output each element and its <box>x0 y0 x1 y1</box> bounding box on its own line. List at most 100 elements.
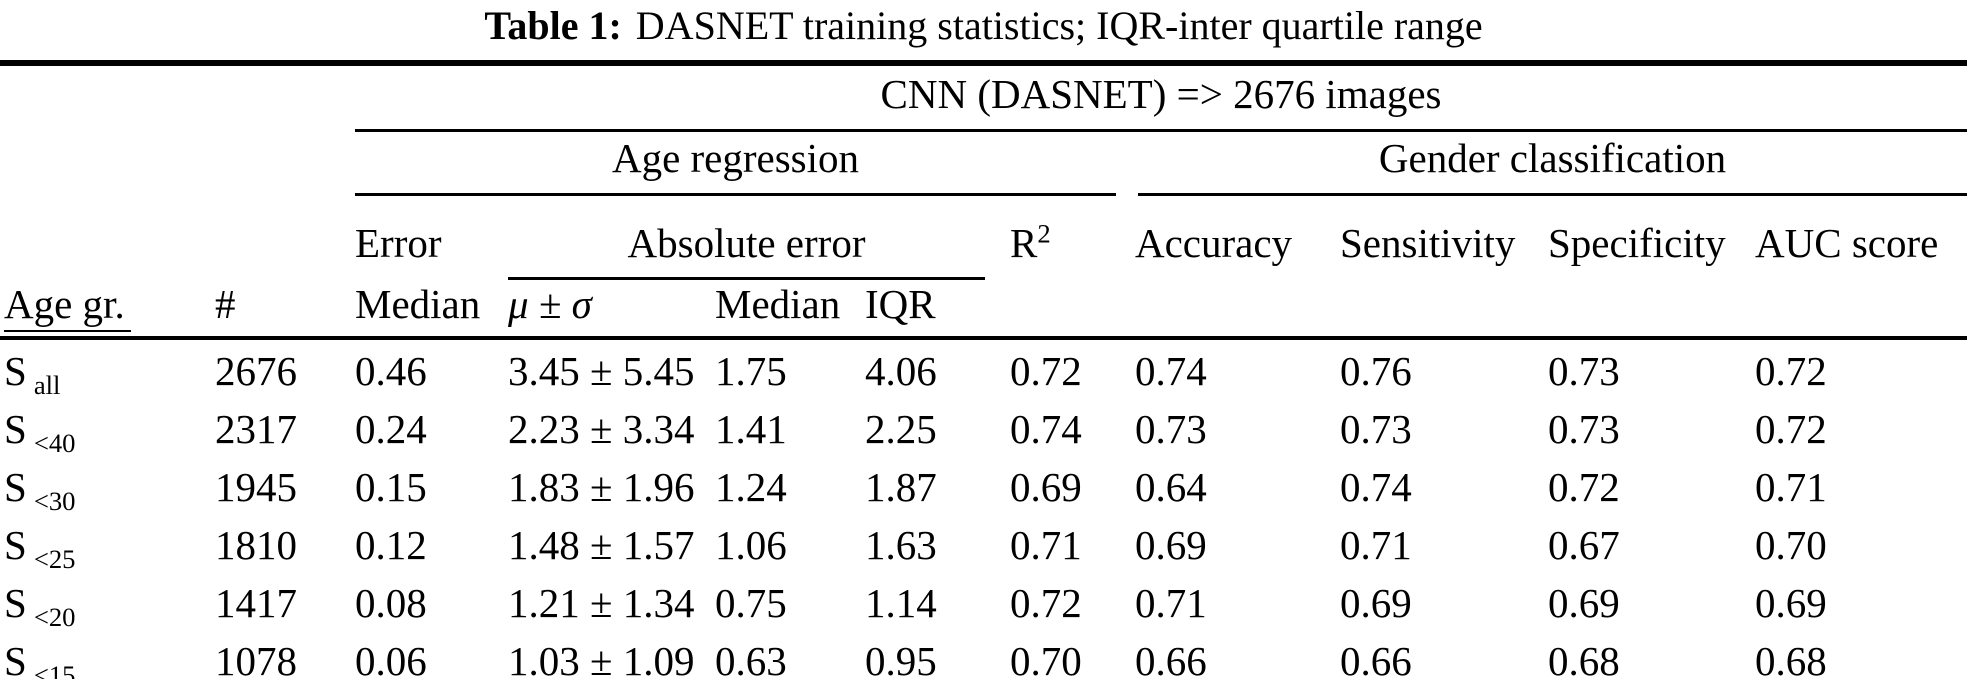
row-label-base: S <box>4 521 27 568</box>
cnn-header-cell: CNN (DASNET) => 2676 images <box>355 63 1967 132</box>
cnn-span-header: CNN (DASNET) => 2676 images <box>355 70 1967 132</box>
specificity-cell: 0.73 <box>1548 405 1620 452</box>
age-group-header-cell: Age gr. <box>0 280 215 340</box>
table-row: S <40 2317 0.24 2.23 ± 3.34 1.41 2.25 0.7… <box>0 398 1967 457</box>
sensitivity-header: Sensitivity <box>1340 220 1516 266</box>
auc-cell: 0.72 <box>1755 347 1827 394</box>
specificity-cell: 0.69 <box>1548 579 1620 626</box>
spacer-cell <box>0 63 355 132</box>
accuracy-cell: 0.74 <box>1135 347 1207 394</box>
row-label-subscript: <15 <box>33 659 76 679</box>
mu-sigma-cell: 3.45 ± 5.45 <box>508 347 695 394</box>
accuracy-header: Accuracy <box>1135 220 1293 266</box>
iqr-header: IQR <box>865 280 1010 340</box>
r-squared-exponent: 2 <box>1037 218 1051 249</box>
abs-median-header: Median <box>715 280 865 340</box>
accuracy-cell: 0.64 <box>1135 463 1207 510</box>
statistics-table: CNN (DASNET) => 2676 images Age regressi… <box>0 60 1967 679</box>
row-label-base: S <box>4 463 27 510</box>
r-squared-header: R2 <box>1010 196 1135 280</box>
gender-classification-section-cell: Gender classification <box>1135 132 1967 196</box>
specificity-cell: 0.68 <box>1548 637 1620 679</box>
count-cell: 1810 <box>215 521 297 568</box>
sensitivity-cell: 0.74 <box>1340 463 1412 510</box>
auc-cell: 0.70 <box>1755 521 1827 568</box>
sensitivity-cell: 0.69 <box>1340 579 1412 626</box>
absolute-error-header-cell: Absolute error <box>508 196 1010 280</box>
column-header-row: Age gr. # Median μ ± σ Median IQR <box>0 280 1967 340</box>
table-caption-text: DASNET training statistics; IQR-inter qu… <box>635 3 1483 48</box>
spacer-cell <box>0 196 355 280</box>
spacer-cell <box>1010 280 1967 340</box>
row-label-base: S <box>4 579 27 626</box>
abs-median-cell: 0.75 <box>715 579 787 626</box>
r-squared-cell: 0.71 <box>1010 521 1082 568</box>
specificity-cell: 0.67 <box>1548 521 1620 568</box>
section-header-row: Age regression Gender classification <box>0 132 1967 196</box>
row-label-base: S <box>4 637 27 679</box>
table-row: S <25 1810 0.12 1.48 ± 1.57 1.06 1.63 0.7… <box>0 514 1967 574</box>
iqr-cell: 2.25 <box>865 405 937 452</box>
auc-cell: 0.71 <box>1755 463 1827 510</box>
count-cell: 1078 <box>215 637 297 679</box>
row-label: S <40 <box>0 398 215 457</box>
iqr-cell: 1.14 <box>865 579 937 626</box>
iqr-cell: 4.06 <box>865 347 937 394</box>
abs-median-cell: 1.41 <box>715 405 787 452</box>
count-cell: 2317 <box>215 405 297 452</box>
r-squared-cell: 0.74 <box>1010 405 1082 452</box>
mu-sigma-cell: 2.23 ± 3.34 <box>508 405 695 452</box>
r-squared-cell: 0.72 <box>1010 347 1082 394</box>
mu-sigma-header: μ ± σ <box>508 280 715 340</box>
mu-sigma-cell: 1.48 ± 1.57 <box>508 521 695 568</box>
table-caption-number: Table 1: <box>484 3 622 48</box>
error-median-cell: 0.06 <box>355 637 427 679</box>
auc-cell: 0.72 <box>1755 405 1827 452</box>
specificity-cell: 0.72 <box>1548 463 1620 510</box>
accuracy-cell: 0.66 <box>1135 637 1207 679</box>
row-label-subscript: <30 <box>33 485 76 516</box>
r-squared-base: R <box>1010 220 1038 266</box>
abs-median-cell: 0.63 <box>715 637 787 679</box>
accuracy-cell: 0.69 <box>1135 521 1207 568</box>
table-caption: Table 1: DASNET training statistics; IQR-… <box>0 0 1967 56</box>
count-header: # <box>215 280 355 340</box>
specificity-header: Specificity <box>1548 220 1726 266</box>
age-group-header: Age gr. <box>4 281 131 332</box>
abs-median-cell: 1.75 <box>715 347 787 394</box>
mu-sigma-cell: 1.21 ± 1.34 <box>508 579 695 626</box>
row-label-subscript: <25 <box>33 543 76 574</box>
error-median-cell: 0.24 <box>355 405 427 452</box>
table-row: S <30 1945 0.15 1.83 ± 1.96 1.24 1.87 0.6… <box>0 456 1967 516</box>
iqr-cell: 1.87 <box>865 463 937 510</box>
sensitivity-cell: 0.71 <box>1340 521 1412 568</box>
mu-sigma-cell: 1.03 ± 1.09 <box>508 637 695 679</box>
sensitivity-cell: 0.66 <box>1340 637 1412 679</box>
count-cell: 1417 <box>215 579 297 626</box>
r-squared-cell: 0.72 <box>1010 579 1082 626</box>
iqr-cell: 0.95 <box>865 637 937 679</box>
specificity-cell: 0.73 <box>1548 347 1620 394</box>
auc-score-header: AUC score <box>1755 220 1939 266</box>
mu-sigma-label: μ ± σ <box>508 281 592 327</box>
error-median-cell: 0.12 <box>355 521 427 568</box>
row-label: S <20 <box>0 572 215 631</box>
error-median-cell: 0.15 <box>355 463 427 510</box>
sensitivity-cell: 0.76 <box>1340 347 1412 394</box>
accuracy-cell: 0.71 <box>1135 579 1207 626</box>
auc-cell: 0.68 <box>1755 637 1827 679</box>
row-label-base: S <box>4 405 27 452</box>
error-median-cell: 0.46 <box>355 347 427 394</box>
age-regression-header: Age regression <box>355 134 1116 196</box>
abs-median-cell: 1.06 <box>715 521 787 568</box>
r-squared-cell: 0.70 <box>1010 637 1082 679</box>
mu-sigma-cell: 1.83 ± 1.96 <box>508 463 695 510</box>
table-row: S <15 1078 0.06 1.03 ± 1.09 0.63 0.95 0.7… <box>0 630 1967 679</box>
row-label-base: S <box>4 347 27 394</box>
cnn-header-row: CNN (DASNET) => 2676 images <box>0 63 1967 132</box>
row-label: S <25 <box>0 514 215 574</box>
auc-cell: 0.69 <box>1755 579 1827 626</box>
gender-classification-header: Gender classification <box>1138 134 1967 196</box>
